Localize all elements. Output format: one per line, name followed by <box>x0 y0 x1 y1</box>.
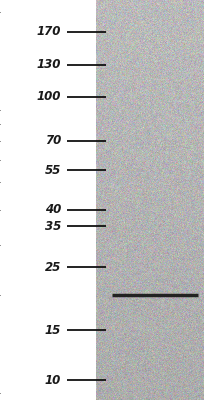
Text: 70: 70 <box>45 134 61 147</box>
Text: 25: 25 <box>45 261 61 274</box>
Text: 100: 100 <box>37 90 61 104</box>
Text: 10: 10 <box>45 374 61 386</box>
Text: 55: 55 <box>45 164 61 177</box>
Text: 40: 40 <box>45 203 61 216</box>
Text: 130: 130 <box>37 58 61 71</box>
Text: 15: 15 <box>45 324 61 337</box>
Text: 35: 35 <box>45 220 61 232</box>
Text: 170: 170 <box>37 25 61 38</box>
